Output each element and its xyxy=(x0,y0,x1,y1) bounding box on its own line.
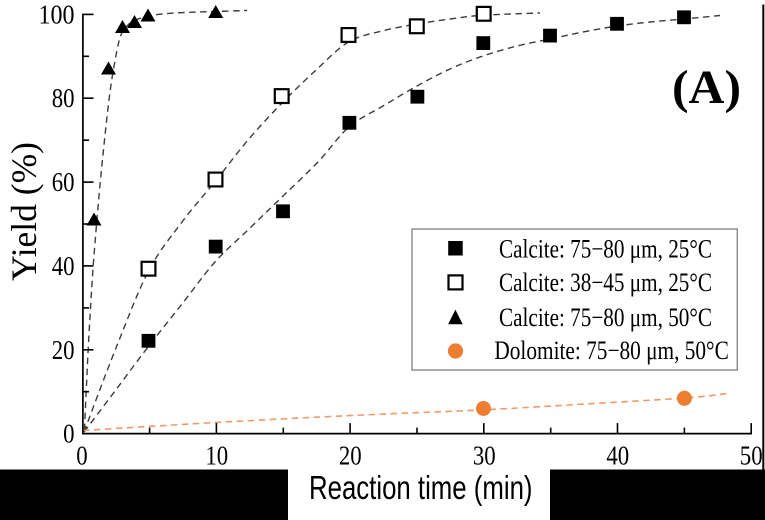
svg-text:20: 20 xyxy=(52,334,75,365)
svg-text:40: 40 xyxy=(52,250,75,281)
svg-text:Reaction time (min): Reaction time (min) xyxy=(309,469,533,506)
svg-text:0: 0 xyxy=(76,440,87,471)
svg-text:100: 100 xyxy=(39,0,75,29)
svg-text:Calcite: 75−80 μm, 50°C: Calcite: 75−80 μm, 50°C xyxy=(499,303,712,332)
svg-text:(A): (A) xyxy=(672,61,741,114)
svg-text:30: 30 xyxy=(473,440,496,471)
svg-text:Calcite: 75−80 μm, 25°C: Calcite: 75−80 μm, 25°C xyxy=(499,235,712,264)
svg-text:60: 60 xyxy=(52,166,75,197)
svg-text:Yield (%): Yield (%) xyxy=(3,142,43,281)
svg-text:20: 20 xyxy=(339,440,362,471)
svg-text:50: 50 xyxy=(740,440,763,471)
svg-text:10: 10 xyxy=(205,440,228,471)
svg-text:80: 80 xyxy=(52,82,75,113)
svg-text:Dolomite: 75−80 μm, 50°C: Dolomite: 75−80 μm, 50°C xyxy=(494,336,728,365)
svg-text:Calcite: 38−45 μm, 25°C: Calcite: 38−45 μm, 25°C xyxy=(499,268,712,297)
svg-text:0: 0 xyxy=(63,418,74,449)
svg-text:40: 40 xyxy=(606,440,629,471)
